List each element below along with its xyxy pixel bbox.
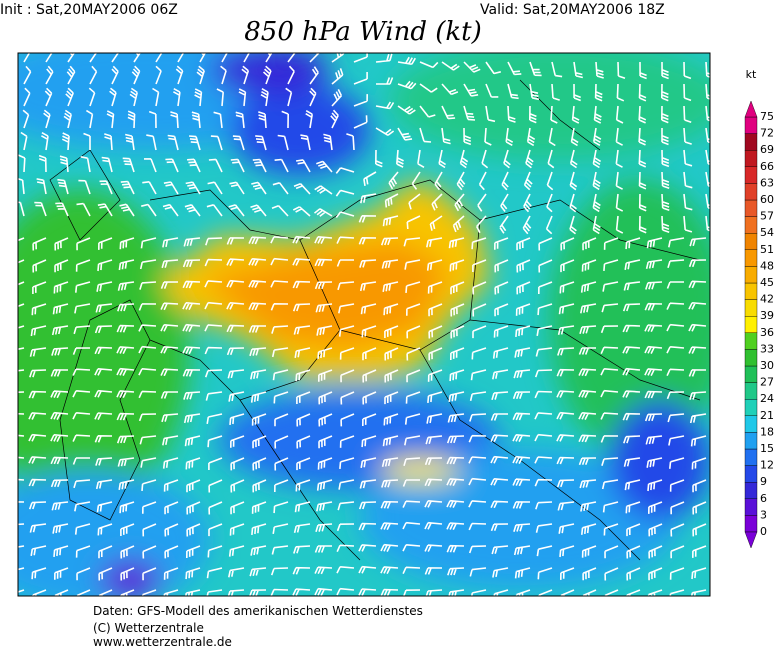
color-bar-segment [744, 382, 758, 400]
color-bar-segment [744, 299, 758, 317]
legend-level-label: 0 [760, 525, 767, 538]
color-bar-bottom-arrow [744, 531, 758, 549]
legend-level-label: 12 [760, 459, 774, 472]
legend-level-label: 24 [760, 392, 774, 405]
color-bar-segment [744, 432, 758, 450]
legend-level-label: 30 [760, 359, 774, 372]
color-bar-segment [744, 166, 758, 184]
footer-line: Daten: GFS-Modell des amerikanischen Wet… [93, 604, 423, 618]
footer-line: (C) Wetterzentrale [93, 621, 204, 635]
legend-level-label: 15 [760, 442, 774, 455]
legend-level-label: 63 [760, 176, 774, 189]
color-bar-segment [744, 133, 758, 151]
legend-level-label: 72 [760, 127, 774, 140]
map-title: 850 hPa Wind (kt) [244, 17, 481, 47]
color-bar-segment [744, 415, 758, 433]
color-bar-segment [744, 216, 758, 234]
legend-level-label: 54 [760, 226, 774, 239]
color-bar-segment [744, 249, 758, 267]
map-frame [17, 52, 711, 597]
legend-level-label: 27 [760, 376, 774, 389]
color-bar-segment [744, 365, 758, 383]
legend-level-label: 69 [760, 143, 774, 156]
color-bar-segment [744, 232, 758, 250]
color-bar-segment [744, 498, 758, 516]
legend-level-label: 48 [760, 259, 774, 272]
color-bar-segment [744, 399, 758, 417]
color-bar-segment [744, 465, 758, 483]
wind-barbs [18, 53, 710, 596]
color-bar: 0369121518212427303336394245485154576063… [744, 100, 774, 549]
legend-level-label: 21 [760, 409, 774, 422]
color-bar-segment [744, 515, 758, 533]
color-bar-segment [744, 349, 758, 367]
map-area [18, 53, 710, 596]
legend-level-label: 39 [760, 309, 774, 322]
color-bar-segment [744, 448, 758, 466]
legend-level-label: 6 [760, 492, 767, 505]
color-bar-segment [744, 199, 758, 217]
color-bar-segment [744, 266, 758, 284]
legend-level-label: 36 [760, 326, 774, 339]
color-bar-segment [744, 149, 758, 167]
color-bar-segment [744, 183, 758, 201]
legend-level-label: 18 [760, 425, 774, 438]
legend-level-label: 42 [760, 293, 774, 306]
init-time: Init : Sat,20MAY2006 06Z [0, 2, 178, 18]
color-bar-segment [744, 332, 758, 350]
footer-line: www.wetterzentrale.de [93, 635, 232, 648]
color-bar-segment [744, 282, 758, 300]
legend-level-label: 57 [760, 210, 774, 223]
color-bar-top-arrow [744, 100, 758, 118]
legend-level-label: 33 [760, 342, 774, 355]
legend-level-label: 9 [760, 475, 767, 488]
legend-level-label: 3 [760, 508, 767, 521]
color-bar-segment [744, 116, 758, 134]
legend-level-label: 75 [760, 110, 774, 123]
legend-level-label: 66 [760, 160, 774, 173]
valid-time: Valid: Sat,20MAY2006 18Z [480, 2, 665, 18]
color-bar-segment [744, 482, 758, 500]
legend-unit: kt [746, 68, 757, 81]
legend-level-label: 60 [760, 193, 774, 206]
legend-level-label: 51 [760, 243, 774, 256]
color-bar-segment [744, 316, 758, 334]
legend-level-label: 45 [760, 276, 774, 289]
